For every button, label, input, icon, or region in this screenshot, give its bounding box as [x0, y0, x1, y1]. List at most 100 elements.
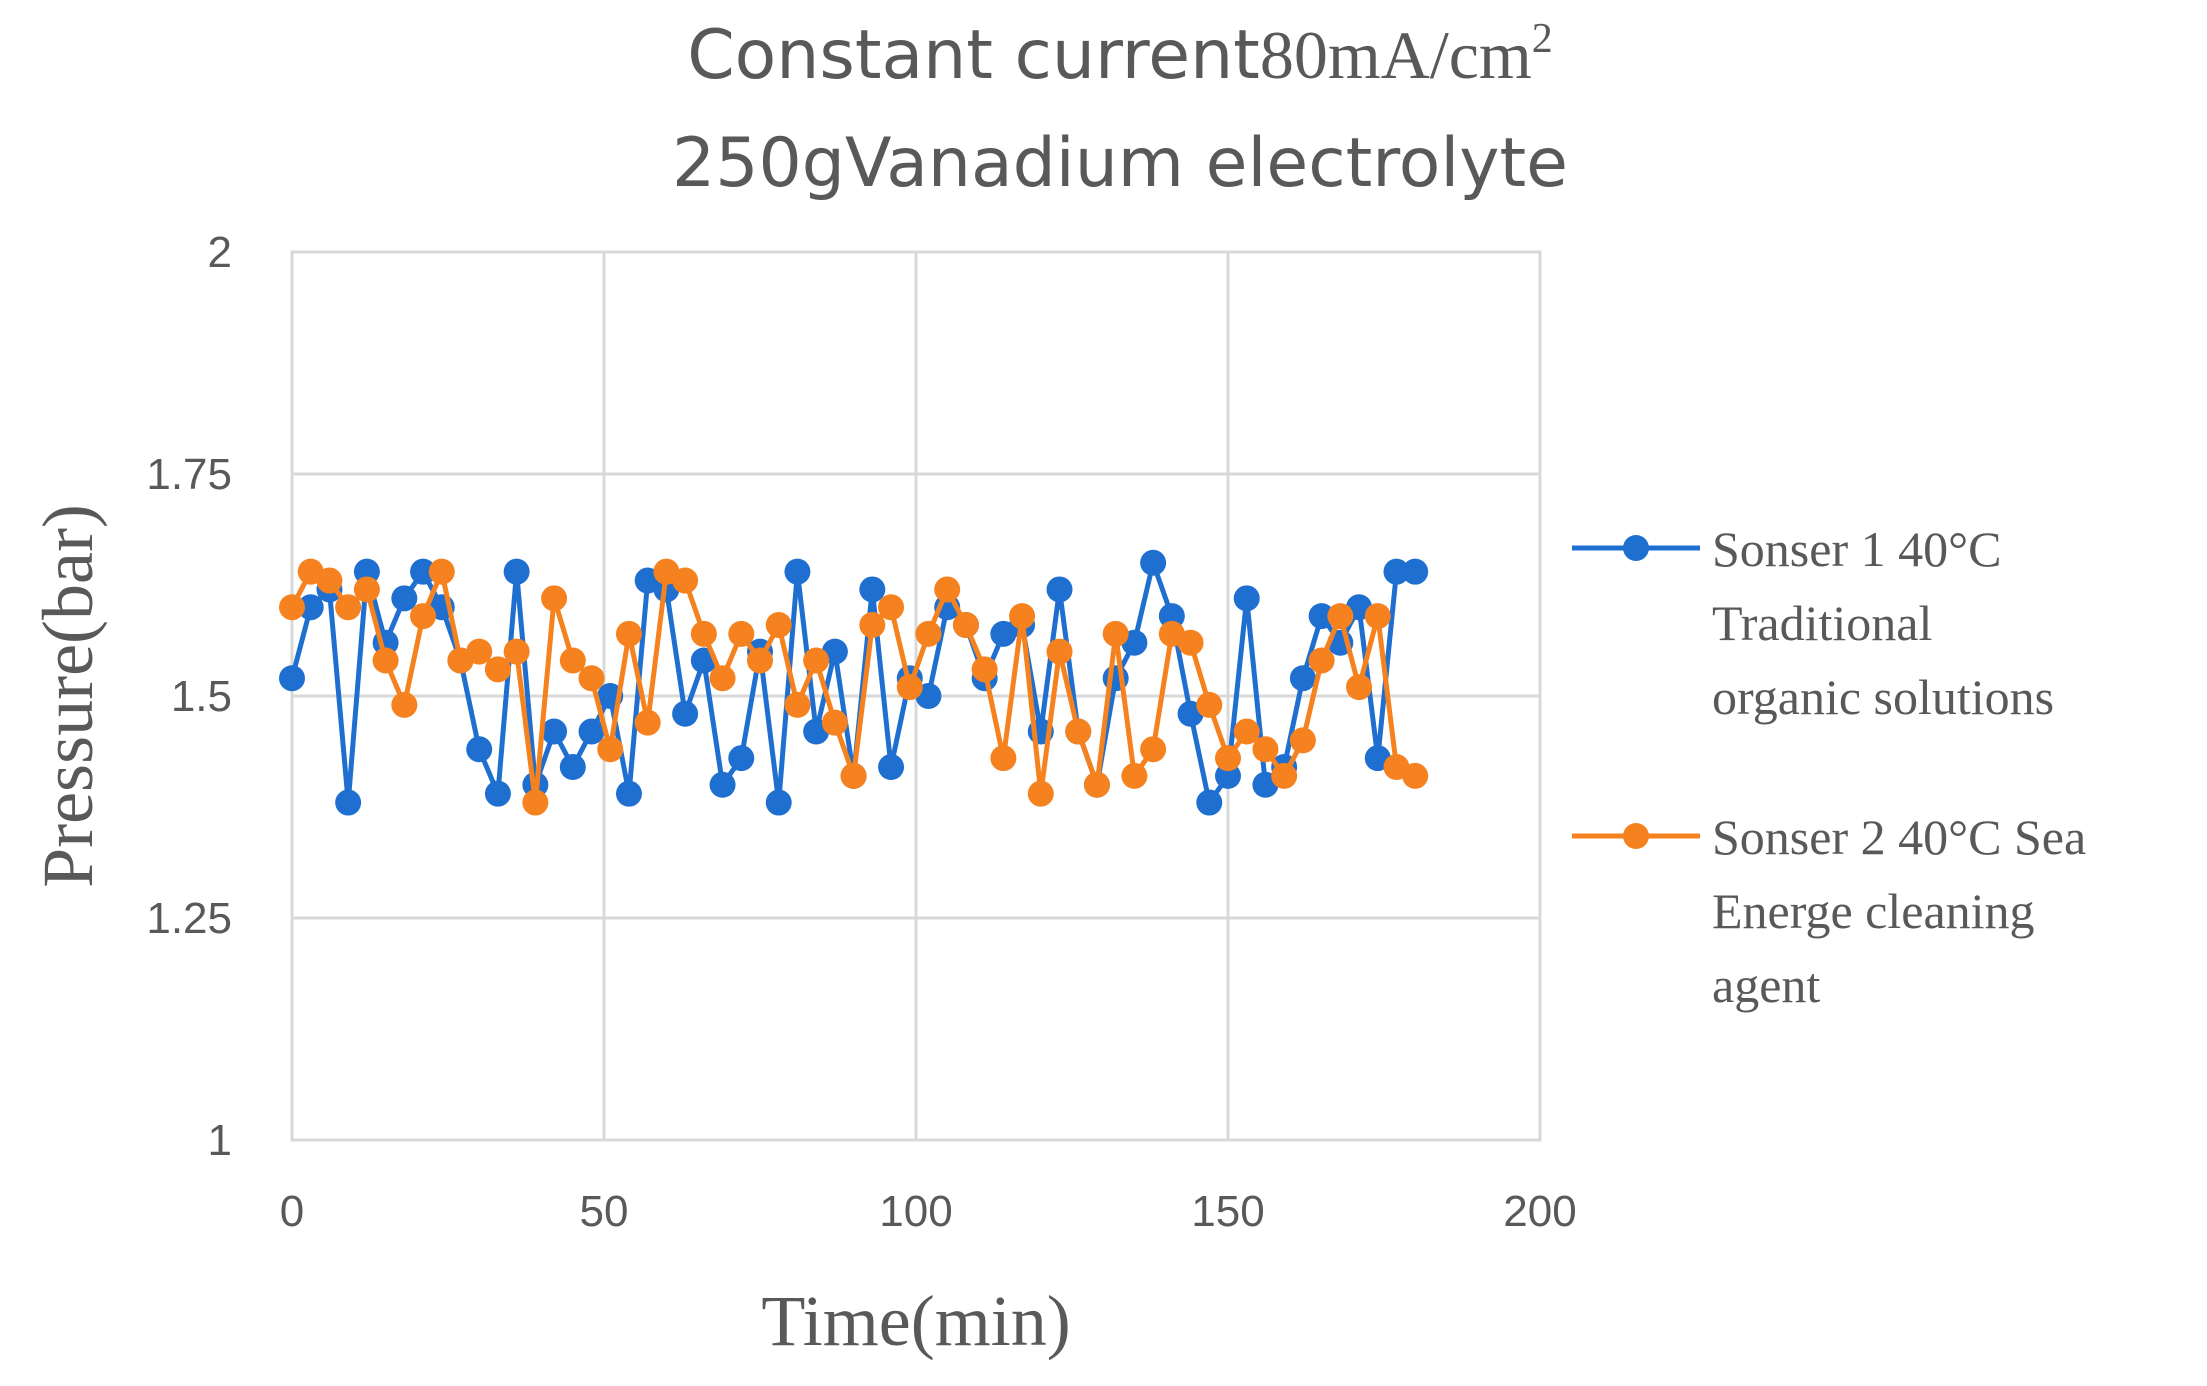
legend-label-line: Sonser 1 40°C [1712, 521, 2001, 577]
series-1-point [1215, 762, 1241, 789]
series-2-point [709, 665, 736, 692]
series-2-point [821, 709, 848, 736]
series-2-point [1083, 771, 1110, 798]
series-1-point [672, 700, 699, 727]
y-tick-label: 1.5 [171, 672, 232, 721]
series-2-point [541, 585, 568, 612]
series-2-point [391, 691, 418, 718]
series-1-point [578, 718, 605, 745]
series-1-point [353, 558, 380, 585]
series-2-point [1196, 691, 1223, 718]
series-2-point [859, 611, 886, 638]
series-2-point [1027, 780, 1054, 807]
series-2-point [1177, 629, 1204, 656]
series-2-point [728, 620, 755, 647]
series-2-point [803, 647, 830, 674]
legend-marker [1623, 823, 1649, 849]
series-2-point [279, 594, 305, 621]
series-2-point [466, 638, 493, 665]
series-1-point [484, 780, 511, 807]
series-2-point [1046, 638, 1073, 665]
series-1-point [297, 594, 324, 621]
series-1-point [784, 558, 811, 585]
series-2-point [878, 594, 905, 621]
series-2-point [615, 620, 642, 647]
series-1-point [1158, 603, 1185, 630]
series-1-point [765, 789, 792, 816]
series-2-point [990, 745, 1017, 772]
y-tick-label: 1.75 [146, 450, 232, 499]
series-2-point [1009, 603, 1036, 630]
series-1-point [615, 780, 642, 807]
series-2-point [1121, 762, 1148, 789]
series-2-point [484, 656, 511, 683]
x-axis-ticks: 0 50 100 150 200 [280, 1187, 1577, 1236]
legend: Sonser 1 40°C Traditional organic solution… [1572, 521, 2086, 1013]
y-axis-label: Pressure(bar) [28, 504, 108, 888]
legend-label-line: Sonser 2 40°C Sea [1712, 809, 2086, 865]
series-2-point [372, 647, 399, 674]
series-2-point [559, 647, 586, 674]
series-1-point [279, 665, 305, 692]
series-1-point [1402, 558, 1429, 585]
legend-label-line: Energe cleaning [1712, 883, 2035, 939]
series-2-point [952, 611, 979, 638]
series-2 [279, 558, 1429, 816]
series-1-point [503, 558, 530, 585]
chart-title-unit: 80mA/cm [1260, 17, 1532, 93]
chart-title-line2: 250gVanadium electrolyte [672, 124, 1568, 203]
series-1-point [709, 771, 736, 798]
series-1-point [859, 576, 886, 603]
series-2-point [747, 647, 773, 674]
x-tick-label: 100 [879, 1187, 952, 1236]
series-2-point [1215, 745, 1241, 772]
series-2-point [1065, 718, 1092, 745]
series-1-point [1140, 549, 1167, 576]
legend-item-2: Sonser 2 40°C Sea Energe cleaning agent [1572, 809, 2086, 1013]
series-1-point [878, 754, 905, 781]
series-2-point [353, 576, 380, 603]
series-1-point [559, 754, 586, 781]
legend-marker [1623, 535, 1649, 561]
series-1-point [466, 736, 493, 763]
x-axis-label: Time(min) [761, 1281, 1070, 1361]
series-layer [279, 549, 1429, 816]
series-2-point [1308, 647, 1335, 674]
series-2-point [1252, 736, 1279, 763]
legend-label-line: organic solutions [1712, 669, 2054, 725]
chart-title-superscript: 2 [1532, 16, 1553, 62]
series-2-point [335, 594, 362, 621]
series-2-point [316, 567, 343, 594]
y-tick-label: 1.25 [146, 894, 232, 943]
series-1-point [1308, 603, 1335, 630]
series-2-point [784, 691, 811, 718]
y-tick-label: 2 [208, 228, 232, 277]
series-2-point [840, 762, 867, 789]
series-2-point [522, 789, 549, 816]
series-2-point [971, 656, 998, 683]
series-2-point [1140, 736, 1167, 763]
series-1-point [410, 558, 437, 585]
series-2-point [634, 709, 661, 736]
x-tick-label: 50 [580, 1187, 629, 1236]
x-tick-label: 150 [1191, 1187, 1264, 1236]
series-1-point [541, 718, 568, 745]
series-2-point [1346, 674, 1373, 701]
series-2-point [915, 620, 942, 647]
series-1-point [1046, 576, 1073, 603]
series-2-point [765, 611, 792, 638]
series-2-point [934, 576, 961, 603]
series-2-point [428, 558, 455, 585]
chart-title-prefix: Constant current [687, 16, 1260, 95]
y-tick-label: 1 [208, 1116, 232, 1165]
series-2-point [578, 665, 605, 692]
x-tick-label: 200 [1503, 1187, 1576, 1236]
chart-title-line1: Constant current80mA/cm2 [687, 16, 1553, 95]
series-1-point [391, 585, 418, 612]
series-1-point [335, 789, 362, 816]
series-1-point [1233, 585, 1260, 612]
series-2-point [503, 638, 530, 665]
